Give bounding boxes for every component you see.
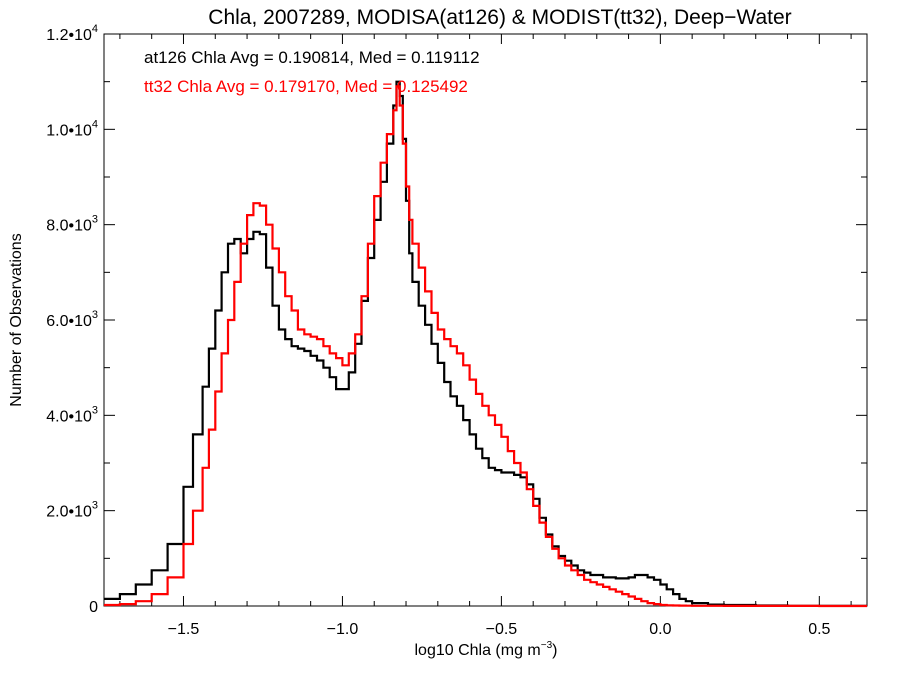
x-axis-label-sup: −3 xyxy=(541,640,553,651)
annotation-tt32: tt32 Chla Avg = 0.179170, Med = 0.125492 xyxy=(144,77,468,96)
y-tick-label: 1.2•104 xyxy=(46,23,98,44)
y-tick-label: 0 xyxy=(89,599,98,616)
annotation-at126: at126 Chla Avg = 0.190814, Med = 0.11911… xyxy=(144,48,480,67)
y-tick-label: 2.0•103 xyxy=(46,500,98,521)
y-tick-exponent: 3 xyxy=(92,404,98,416)
y-tick-mantissa: 4.0•10 xyxy=(46,408,92,425)
series-tt32-line xyxy=(104,85,867,608)
series-at126-line xyxy=(104,80,867,607)
x-axis-label-end: ) xyxy=(552,642,557,659)
x-tick-label: −1.0 xyxy=(327,621,359,638)
y-tick-label: 1.0•104 xyxy=(46,118,98,139)
y-tick-exponent: 3 xyxy=(92,214,98,226)
y-tick-mantissa: 8.0•10 xyxy=(46,218,92,235)
y-tick-exponent: 4 xyxy=(92,118,98,130)
x-axis-ticks: −1.5 −1.0 −0.5 0.0 0.5 xyxy=(119,34,852,638)
y-tick-mantissa: 0 xyxy=(89,599,98,616)
y-tick-label: 4.0•103 xyxy=(46,404,98,425)
y-axis-ticks: 02.0•1034.0•1036.0•1038.0•1031.0•1041.2•… xyxy=(46,23,867,616)
chart-title: Chla, 2007289, MODISA(at126) & MODIST(tt… xyxy=(208,6,791,29)
y-tick-mantissa: 2.0•10 xyxy=(46,504,92,521)
y-tick-mantissa: 6.0•10 xyxy=(46,313,92,330)
x-axis-label-main: log10 Chla (mg m xyxy=(414,642,540,659)
y-tick-exponent: 3 xyxy=(92,500,98,512)
x-tick-label: 0.0 xyxy=(649,621,671,638)
x-tick-label: −1.5 xyxy=(168,621,200,638)
x-axis-label: log10 Chla (mg m−3) xyxy=(414,640,557,659)
x-tick-label: −0.5 xyxy=(486,621,518,638)
y-axis-label: Number of Observations xyxy=(8,233,25,406)
x-tick-label: 0.5 xyxy=(808,621,830,638)
plot-frame xyxy=(103,33,868,607)
y-tick-mantissa: 1.0•10 xyxy=(46,122,92,139)
y-tick-label: 8.0•103 xyxy=(46,214,98,235)
plot-area: −1.5 −1.0 −0.5 0.0 0.5 02.0•1034.0•1036.0•10… xyxy=(46,23,868,638)
y-tick-label: 6.0•103 xyxy=(46,309,98,330)
series-layer xyxy=(104,80,867,608)
y-tick-mantissa: 1.2•10 xyxy=(46,27,92,44)
y-tick-exponent: 3 xyxy=(92,309,98,321)
y-tick-exponent: 4 xyxy=(92,23,98,35)
